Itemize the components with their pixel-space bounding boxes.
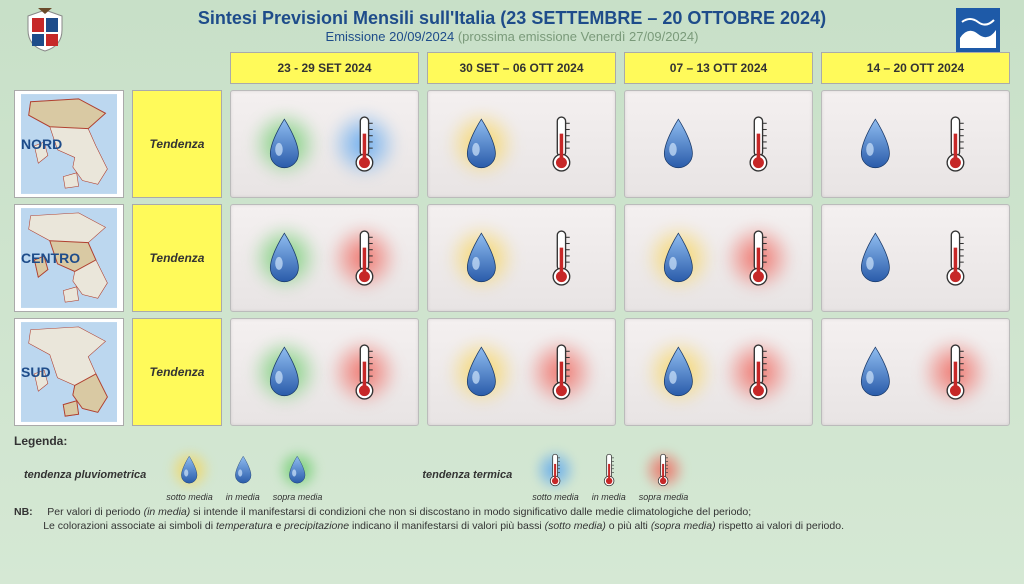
forecast-cell-1-2 (624, 204, 813, 312)
legend-therm-label: tendenza termica (422, 469, 512, 481)
legend-item: in media (223, 448, 263, 502)
logo-right-meteo-icon (956, 8, 1000, 57)
forecast-cell-2-3 (821, 318, 1010, 426)
legend-item: sotto media (532, 448, 579, 502)
legend-item-label: sopra media (639, 492, 689, 502)
forecast-cell-2-2 (624, 318, 813, 426)
forecast-cell-1-3 (821, 204, 1010, 312)
legend-item-label: in media (592, 492, 626, 502)
drop-icon (452, 332, 512, 412)
map-centro: CENTRO (14, 204, 124, 312)
nb-label: NB: (14, 506, 33, 518)
drop-icon (452, 218, 512, 298)
legend-item: sopra media (273, 448, 323, 502)
legend-item-label: sopra media (273, 492, 323, 502)
thermometer-icon (334, 218, 394, 298)
thermometer-icon (334, 332, 394, 412)
legend-item-label: in media (226, 492, 260, 502)
emission-date: Emissione 20/09/2024 (326, 29, 455, 44)
thermometer-icon (728, 218, 788, 298)
header: Sintesi Previsioni Mensili sull'Italia (… (14, 8, 1010, 44)
tendenza-label: Tendenza (132, 204, 222, 312)
thermometer-icon (334, 104, 394, 184)
legend-item: in media (589, 448, 629, 502)
tendenza-label: Tendenza (132, 90, 222, 198)
thermometer-icon (925, 218, 985, 298)
forecast-cell-1-1 (427, 204, 616, 312)
drop-icon (170, 448, 210, 492)
thermometer-icon (531, 332, 591, 412)
legend-item: sopra media (639, 448, 689, 502)
tendenza-label: Tendenza (132, 318, 222, 426)
logo-left-shield-icon (24, 8, 66, 57)
drop-icon (452, 104, 512, 184)
thermometer-icon (925, 104, 985, 184)
page-title: Sintesi Previsioni Mensili sull'Italia (… (14, 8, 1010, 29)
region-label: NORD (21, 136, 62, 152)
forecast-grid: 23 - 29 SET 202430 SET – 06 OTT 202407 –… (14, 52, 1010, 426)
region-label: CENTRO (21, 250, 80, 266)
forecast-cell-0-1 (427, 90, 616, 198)
legend-row: tendenza pluviometrica sotto media in me… (24, 448, 1010, 502)
drop-icon (255, 218, 315, 298)
region-label: SUD (21, 364, 51, 380)
forecast-infographic: Sintesi Previsioni Mensili sull'Italia (… (0, 0, 1024, 584)
drop-icon (649, 218, 709, 298)
forecast-cell-1-0 (230, 204, 419, 312)
legend-precip-label: tendenza pluviometrica (24, 469, 146, 481)
drop-icon (255, 104, 315, 184)
drop-icon (255, 332, 315, 412)
col-header-0: 23 - 29 SET 2024 (230, 52, 419, 84)
forecast-cell-0-0 (230, 90, 419, 198)
next-emission: (prossima emissione Venerdì 27/09/2024) (454, 29, 698, 44)
drop-icon (278, 448, 318, 492)
drop-icon (846, 332, 906, 412)
forecast-cell-0-3 (821, 90, 1010, 198)
legend: Legenda: tendenza pluviometrica sotto me… (14, 434, 1010, 533)
col-header-2: 07 – 13 OTT 2024 (624, 52, 813, 84)
map-nord: NORD (14, 90, 124, 198)
thermometer-icon (531, 218, 591, 298)
forecast-cell-0-2 (624, 90, 813, 198)
drop-icon (649, 332, 709, 412)
legend-precip-items: sotto media in media sopra media (166, 448, 322, 502)
map-sud: SUD (14, 318, 124, 426)
legend-item-label: sotto media (166, 492, 213, 502)
drop-icon (223, 448, 263, 492)
legend-notes: NB: Per valori di periodo (in media) si … (14, 506, 1010, 533)
thermometer-icon (589, 448, 629, 492)
drop-icon (846, 104, 906, 184)
legend-title: Legenda: (14, 434, 1010, 448)
thermometer-icon (728, 104, 788, 184)
legend-therm-items: sotto media in media sopra media (532, 448, 688, 502)
legend-item: sotto media (166, 448, 213, 502)
forecast-cell-2-0 (230, 318, 419, 426)
page-subtitle: Emissione 20/09/2024 (prossima emissione… (14, 29, 1010, 44)
legend-item-label: sotto media (532, 492, 579, 502)
thermometer-icon (531, 104, 591, 184)
col-header-1: 30 SET – 06 OTT 2024 (427, 52, 616, 84)
thermometer-icon (535, 448, 575, 492)
thermometer-icon (644, 448, 684, 492)
drop-icon (846, 218, 906, 298)
thermometer-icon (728, 332, 788, 412)
drop-icon (649, 104, 709, 184)
forecast-cell-2-1 (427, 318, 616, 426)
thermometer-icon (925, 332, 985, 412)
